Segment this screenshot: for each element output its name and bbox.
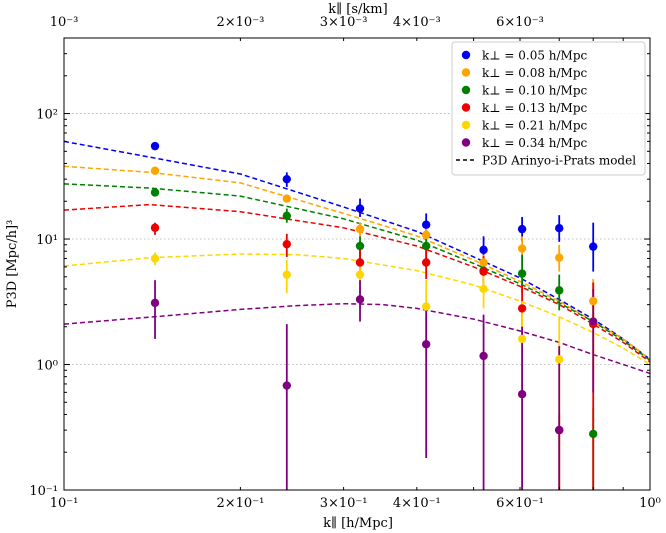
legend: k⊥ = 0.05 h/Mpc k⊥ = 0.08 h/Mpc k⊥ = 0.10 … [451, 41, 646, 176]
data-point [517, 304, 527, 313]
data-point [282, 174, 292, 184]
y-tick-label: 10⁰ [36, 359, 58, 374]
top-tick-label: 6×10⁻³ [496, 15, 544, 30]
model-curve [63, 203, 651, 363]
legend-model-label: P3D Arinyo-i-Prats model [482, 154, 636, 168]
y-axis-label: P3D [Mpc/h]³ [5, 220, 20, 309]
data-point [589, 296, 598, 306]
model-curve [63, 302, 651, 375]
data-point [589, 242, 598, 251]
legend-marker [461, 103, 471, 112]
top-tick-label: 3×10⁻³ [320, 15, 368, 30]
data-point [355, 204, 365, 213]
data-point [150, 166, 160, 175]
error-bars [154, 172, 595, 490]
plot-frame [63, 37, 651, 491]
data-point [355, 224, 365, 234]
data-point [150, 298, 160, 308]
data-point [517, 224, 527, 234]
legend-marker [461, 68, 471, 77]
data-point [479, 267, 488, 276]
data-point [479, 245, 488, 255]
data-point [421, 340, 431, 349]
data-point [555, 355, 564, 364]
data-point [517, 334, 527, 344]
top-tick-label: 10⁻³ [50, 15, 79, 30]
data-point [150, 188, 160, 197]
data-point [589, 429, 598, 439]
data-point [479, 351, 488, 361]
legend-label: k⊥ = 0.08 h/Mpc [482, 66, 588, 80]
y-tick-label: 10² [36, 108, 58, 123]
data-point [555, 223, 564, 233]
legend-label: k⊥ = 0.10 h/Mpc [482, 84, 588, 98]
data-point [479, 284, 488, 294]
x-tick-label: 6×10⁻¹ [496, 496, 544, 511]
data-point [517, 244, 527, 253]
data-point [355, 270, 365, 279]
axis-ticks: 10⁻¹ 10⁰ 10¹ 10² 10⁻¹ 2×10⁻¹ 3×10⁻¹ 4×10⁻¹ 6×10⁻… [29, 15, 661, 511]
data-point [355, 295, 365, 304]
x-tick-label: 10⁻¹ [50, 496, 79, 511]
x-tick-label: 3×10⁻¹ [320, 496, 368, 511]
model-curve [63, 253, 651, 366]
top-tick-label: 2×10⁻³ [217, 15, 265, 30]
legend-marker [461, 138, 471, 147]
data-point [555, 253, 564, 262]
data-point [355, 241, 365, 251]
data-point [150, 223, 160, 232]
data-point [421, 230, 431, 240]
data-point [282, 381, 292, 390]
y-tick-label: 10⁻¹ [29, 484, 58, 499]
top-axis-label: k∥ [s/km] [328, 2, 387, 17]
x-tick-label: 4×10⁻¹ [393, 496, 441, 511]
data-point [479, 258, 488, 267]
x-axis-label: k∥ [h/Mpc] [323, 516, 393, 531]
data-point [421, 258, 431, 267]
data-point [421, 302, 431, 311]
legend-marker [461, 120, 471, 130]
data-point [589, 317, 598, 326]
data-point [517, 390, 527, 399]
legend-label: k⊥ = 0.13 h/Mpc [482, 101, 588, 115]
model-curve [63, 140, 651, 360]
model-curve [63, 183, 651, 361]
data-point [150, 141, 160, 151]
legend-marker [461, 85, 471, 95]
legend-marker [461, 50, 471, 60]
legend-label: k⊥ = 0.05 h/Mpc [482, 49, 588, 63]
data-point [282, 194, 292, 203]
data-point [282, 239, 292, 249]
legend-label: k⊥ = 0.34 h/Mpc [482, 136, 588, 150]
data-point [555, 425, 564, 435]
data-point [282, 270, 292, 279]
data-point [517, 269, 527, 278]
data-point [282, 211, 292, 221]
data-points [150, 141, 598, 439]
data-point [355, 258, 365, 267]
model-curves [63, 140, 651, 375]
x-tick-label: 2×10⁻¹ [217, 496, 265, 511]
x-tick-label: 10⁰ [639, 496, 661, 511]
data-point [555, 286, 564, 295]
y-tick-label: 10¹ [36, 233, 58, 248]
legend-box [451, 41, 646, 176]
legend-label: k⊥ = 0.21 h/Mpc [482, 119, 588, 133]
data-point [421, 241, 431, 251]
data-point [150, 254, 160, 263]
top-tick-label: 4×10⁻³ [393, 15, 441, 30]
data-point [421, 220, 431, 229]
